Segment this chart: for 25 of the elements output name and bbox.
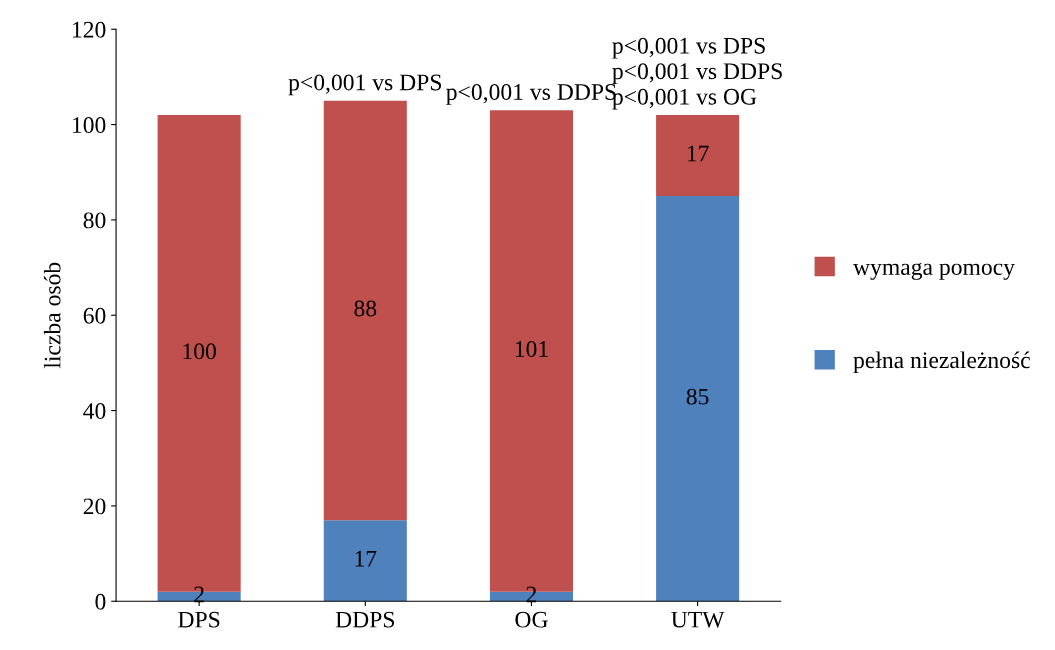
data-label: 85	[686, 388, 709, 405]
x-tick-label: UTW	[671, 611, 725, 628]
y-tick-label: 40	[83, 403, 106, 420]
bar	[323, 520, 407, 602]
y-tick-label: 120	[72, 21, 106, 38]
y-tick-label: 0	[95, 593, 106, 610]
data-label: 100	[183, 343, 216, 360]
legend-label: pełna niezależność	[853, 351, 1030, 373]
annotation: p<0,001 vs DPS	[288, 74, 442, 96]
data-label: 101	[515, 340, 548, 357]
y-tick-label: 100	[72, 117, 106, 134]
y-axis-title: liczba osób	[43, 262, 61, 369]
data-label: 17	[687, 145, 709, 162]
x-tick-label: OG	[515, 611, 548, 628]
y-tick-label: 80	[83, 212, 106, 229]
bar	[656, 196, 740, 602]
data-label: 17	[355, 550, 377, 567]
y-tick-label: 60	[83, 307, 106, 324]
bar	[323, 100, 407, 521]
x-tick-label: DPS	[178, 611, 220, 628]
data-label: 88	[354, 300, 377, 317]
y-tick-label: 20	[83, 498, 106, 515]
legend-label: wymaga pomocy	[853, 262, 1015, 280]
bar	[656, 115, 740, 197]
x-tick-label: DDPS	[335, 611, 395, 628]
